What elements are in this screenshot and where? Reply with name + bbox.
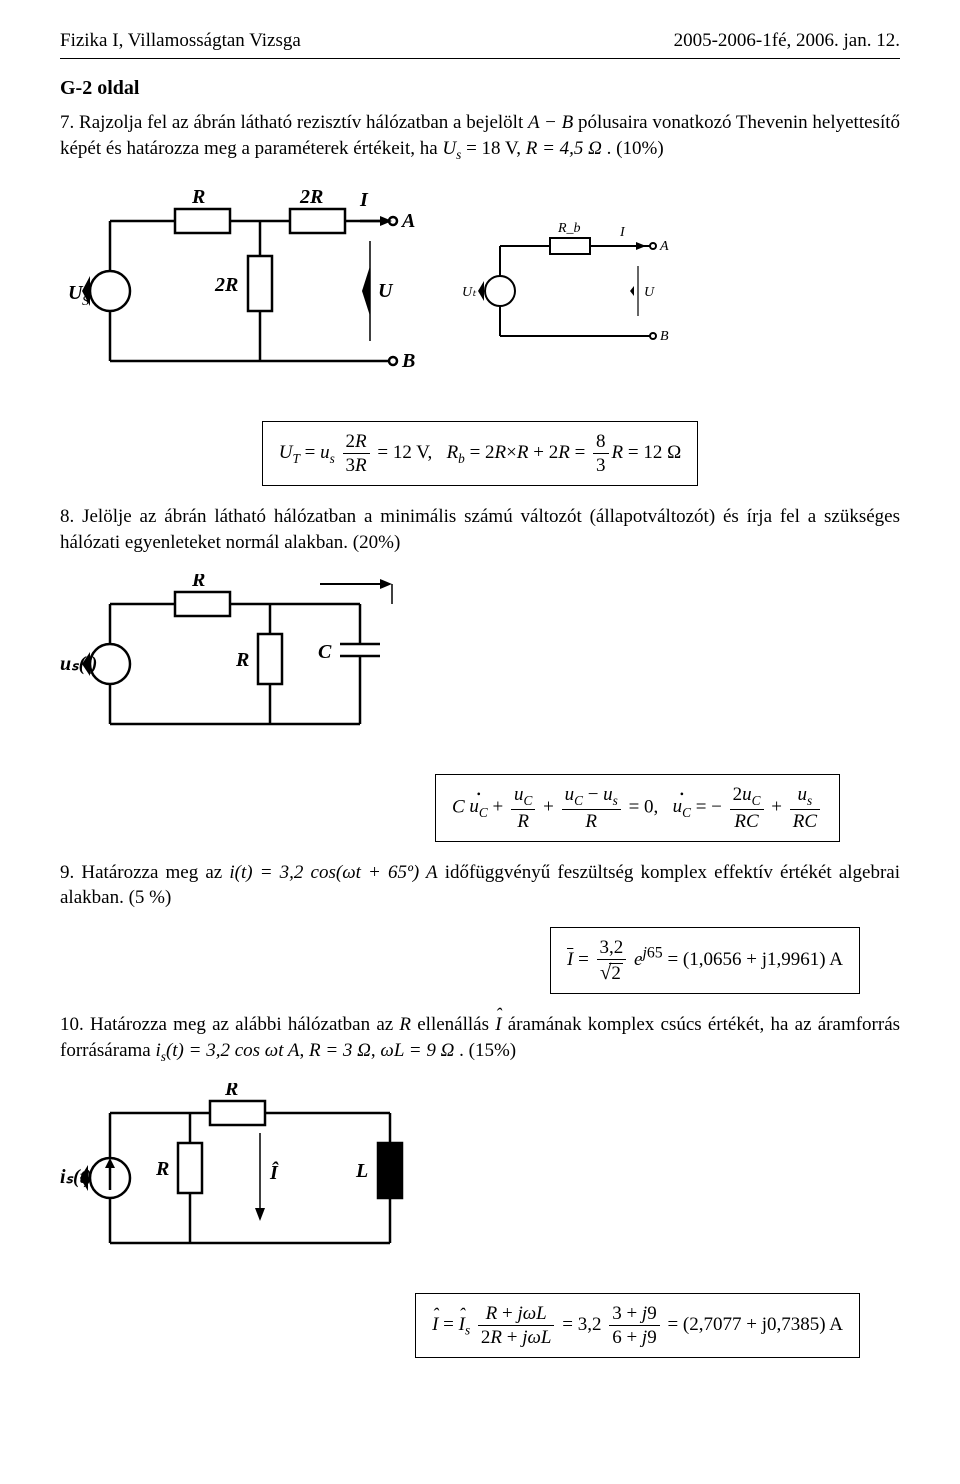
circuit-7-main: U S R 2R 2R I A B U: [60, 181, 420, 401]
p10-num: 10.: [60, 1014, 84, 1035]
circuit-8: uₛ(t) R R C: [60, 574, 400, 754]
circuit-10: iₛ(t) R R Î L: [60, 1083, 440, 1273]
page-label: G-2 oldal: [60, 77, 900, 100]
p7-ab: A − B: [528, 112, 573, 133]
p7-us-eq: = 18 V: [466, 138, 516, 159]
p10-text-b: ellenállás: [417, 1014, 495, 1035]
problem-9: 9. Határozza meg az i(t) = 3,2 cos(ωt + …: [60, 860, 900, 911]
svg-text:B: B: [660, 329, 669, 344]
svg-text:R: R: [155, 1158, 169, 1180]
p7-us: Us: [442, 138, 461, 159]
p8-answer: C uC + uCR + uC − usR = 0, uC = − 2uCRC …: [435, 774, 840, 842]
svg-text:S: S: [82, 294, 89, 309]
header-right: 2005-2006-1fé, 2006. jan. 12.: [674, 30, 900, 52]
p10-pct: . (15%): [459, 1040, 516, 1061]
p10-wlval: ωL = 9 Ω: [380, 1040, 454, 1061]
svg-text:I: I: [359, 189, 369, 211]
svg-text:I: I: [619, 225, 626, 240]
svg-text:R: R: [224, 1083, 238, 1100]
p10-r: R: [399, 1014, 411, 1035]
problem-10: 10. Határozza meg az alábbi hálózatban a…: [60, 1012, 900, 1065]
p7-pct: . (10%): [607, 138, 664, 159]
svg-text:U: U: [378, 280, 394, 302]
p10-answer: I = Is R + jωL 2R + jωL = 3,2 3 + j9 6 +…: [415, 1293, 860, 1358]
svg-text:L: L: [355, 1160, 368, 1182]
svg-text:A: A: [659, 239, 669, 254]
p9-it: i(t) = 3,2 cos(ωt + 65º) A: [229, 862, 437, 883]
p7-num: 7.: [60, 112, 74, 133]
svg-text:A: A: [400, 210, 415, 232]
svg-text:2R: 2R: [299, 186, 323, 208]
problem-8: 8. Jelölje az ábrán látható hálózatban a…: [60, 504, 900, 555]
p7-answer: UT = us 2R3R = 12 V, Rb = 2R×R + 2R = 83…: [262, 421, 698, 486]
p9-answer: I = 3,2√2 ej65 = (1,0656 + j1,9961) A: [550, 927, 860, 994]
svg-text:Uₜ: Uₜ: [462, 285, 477, 300]
p7-figures: U S R 2R 2R I A B U: [60, 181, 900, 401]
svg-text:R: R: [191, 186, 205, 208]
svg-text:C: C: [318, 641, 332, 663]
svg-text:R: R: [235, 649, 249, 671]
circuit-7-thevenin: Uₜ R_b I A B U: [460, 216, 680, 366]
p10-ihat: I: [495, 1012, 501, 1038]
p10-ist: is(t) = 3,2 cos ωt A: [155, 1040, 299, 1061]
p10-text-a: Határozza meg az alábbi hálózatban az: [90, 1014, 399, 1035]
p8-num: 8.: [60, 506, 74, 527]
p10-rval: R = 3 Ω: [309, 1040, 371, 1061]
svg-text:R_b: R_b: [557, 221, 581, 236]
p9-text-a: Határozza meg az: [81, 862, 229, 883]
svg-text:uₛ(t): uₛ(t): [60, 653, 97, 675]
svg-text:2R: 2R: [214, 274, 238, 296]
svg-text:B: B: [401, 350, 415, 372]
svg-text:R: R: [191, 574, 205, 591]
p9-num: 9.: [60, 862, 74, 883]
header-left: Fizika I, Villamosságtan Vizsga: [60, 30, 301, 52]
p7-text-a: Rajzolja fel az ábrán látható rezisztív …: [79, 112, 528, 133]
p7-r-eq: R = 4,5 Ω: [526, 138, 602, 159]
svg-text:U: U: [644, 285, 655, 300]
svg-text:iₛ(t): iₛ(t): [60, 1166, 92, 1188]
header-rule: [60, 58, 900, 59]
svg-text:Î: Î: [269, 1160, 279, 1184]
problem-7: 7. Rajzolja fel az ábrán látható reziszt…: [60, 110, 900, 163]
p8-text: Jelölje az ábrán látható hálózatban a mi…: [60, 506, 900, 553]
